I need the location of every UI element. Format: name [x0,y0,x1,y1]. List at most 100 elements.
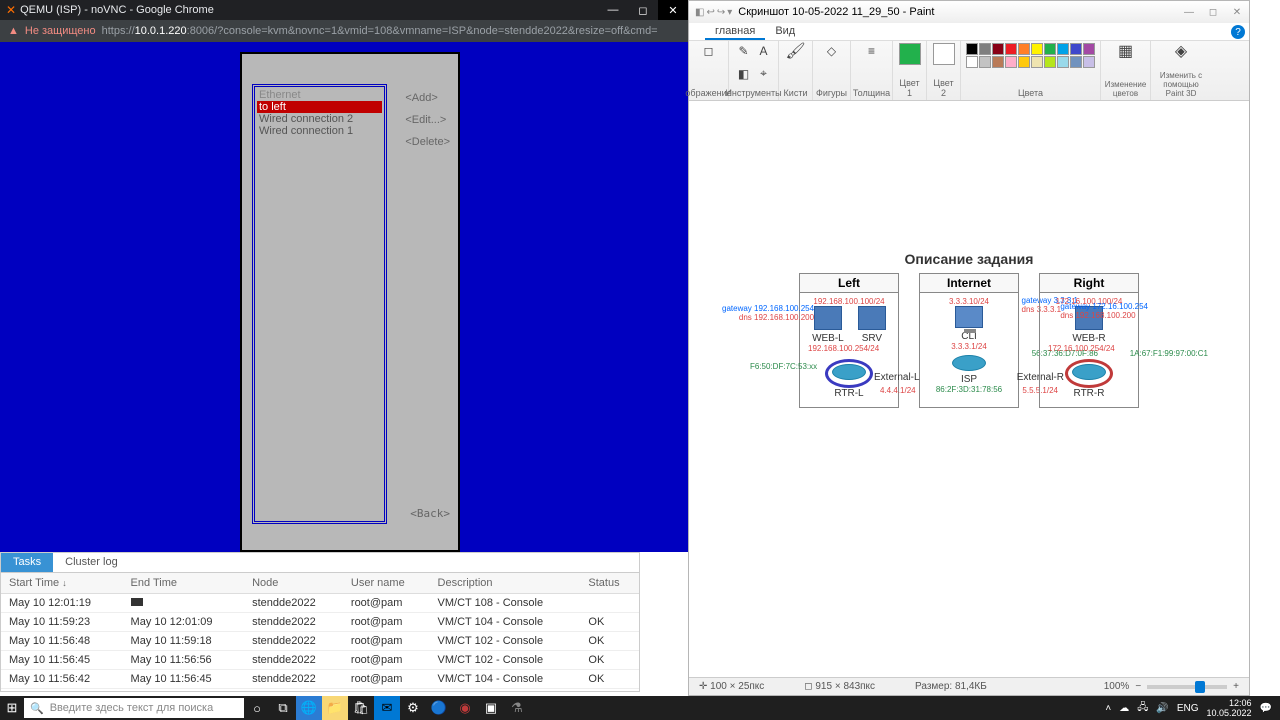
box-right: Right 172.16.100.100/24 gateway 172.16.1… [1039,273,1139,408]
warning-icon: ▲ [8,25,19,37]
select-tool[interactable]: ◻ [701,43,717,59]
palette-swatch[interactable] [979,56,991,68]
table-row[interactable]: May 10 11:56:45May 10 11:56:56stendde202… [1,651,639,670]
delete-button[interactable]: <Delete> [405,136,450,148]
paint-min-button[interactable]: — [1177,1,1201,23]
system-tray[interactable]: ˄ ☁ 🖧 🔊 ENG 12:0610.05.2022 💬 [1105,698,1280,718]
paint-title: Скриншот 10-05-2022 11_29_50 - Paint [738,6,934,18]
thickness-button[interactable]: ≡ [864,43,880,59]
paint3d-button[interactable]: ◈ [1173,43,1189,59]
mail-icon[interactable]: ✉ [374,696,400,720]
vnc-canvas[interactable]: Ethernet to left Wired connection 2 Wire… [0,42,688,552]
palette-swatch[interactable] [992,43,1004,55]
paint-close-button[interactable]: ✕ [1225,1,1249,23]
table-row[interactable]: May 10 11:59:23May 10 12:01:09stendde202… [1,613,639,632]
tray-up-icon[interactable]: ˄ [1105,703,1111,714]
list-item[interactable]: Wired connection 1 [257,125,382,137]
edge-icon[interactable]: 🌐 [296,696,322,720]
eraser-tool[interactable]: ◧ [736,66,752,82]
cortana-icon[interactable]: ○ [244,696,270,720]
edit-button[interactable]: <Edit...> [405,114,450,126]
color2-swatch[interactable] [933,43,955,65]
palette-swatch[interactable] [1057,43,1069,55]
palette-swatch[interactable] [966,56,978,68]
add-button[interactable]: <Add> [405,92,450,104]
table-row[interactable]: May 10 11:56:48May 10 11:59:18stendde202… [1,632,639,651]
table-row[interactable]: May 10 11:56:42May 10 11:56:45stendde202… [1,670,639,689]
app3-icon[interactable]: ⚗ [504,696,530,720]
zoom-out-button[interactable]: − [1135,681,1141,692]
zoom-in-button[interactable]: + [1233,681,1239,692]
edit-colors-button[interactable]: ▦ [1118,43,1134,59]
list-item-selected[interactable]: to left [257,101,382,113]
color1-swatch[interactable] [899,43,921,65]
taskbar-search[interactable]: 🔍 Введите здесь текст для поиска [24,698,244,718]
tab-cluster-log[interactable]: Cluster log [53,553,130,572]
store-icon[interactable]: 🛍 [348,696,374,720]
ribbon-tab-view[interactable]: Вид [765,23,805,40]
palette-swatch[interactable] [1018,43,1030,55]
terminal-icon[interactable]: ▣ [478,696,504,720]
paint-canvas[interactable]: Описание задания Left 192.168.100.100/24… [689,101,1249,673]
chrome-icon[interactable]: 🔵 [426,696,452,720]
help-icon[interactable]: ? [1231,25,1245,39]
palette-swatch[interactable] [1005,43,1017,55]
paint-max-button[interactable]: ◻ [1201,1,1225,23]
close-button[interactable]: ✕ [658,0,688,20]
palette-swatch[interactable] [1057,56,1069,68]
col-end[interactable]: End Time [123,573,245,594]
explorer-icon[interactable]: 📁 [322,696,348,720]
ribbon-tab-home[interactable]: главная [705,23,765,40]
start-button[interactable]: ⊞ [0,696,24,720]
address-bar[interactable]: ▲ Не защищено https://10.0.1.220:8006/?c… [0,20,688,42]
tray-lang[interactable]: ENG [1177,703,1199,714]
app2-icon[interactable]: ◉ [452,696,478,720]
tab-tasks[interactable]: Tasks [1,553,53,572]
taskbar-clock[interactable]: 12:0610.05.2022 [1207,698,1252,718]
palette-swatch[interactable] [1031,56,1043,68]
paint-titlebar[interactable]: ◧↩↪▾ Скриншот 10-05-2022 11_29_50 - Pain… [689,1,1249,23]
tray-net-icon[interactable]: 🖧 [1137,700,1148,717]
maximize-button[interactable]: ◻ [628,0,658,20]
palette-swatch[interactable] [1070,43,1082,55]
table-row[interactable]: May 10 12:01:19stendde2022root@pamVM/CT … [1,594,639,613]
col-node[interactable]: Node [244,573,343,594]
palette-swatch[interactable] [1044,56,1056,68]
shapes-button[interactable]: ◇ [824,43,840,59]
palette-swatch[interactable] [1070,56,1082,68]
tray-vol-icon[interactable]: 🔊 [1156,703,1168,714]
text-tool[interactable]: A [756,43,772,59]
palette-swatch[interactable] [1083,43,1095,55]
chrome-titlebar[interactable]: ✕ QEMU (ISP) - noVNC - Google Chrome — ◻… [0,0,688,20]
palette-swatch[interactable] [992,56,1004,68]
col-start[interactable]: Start Time ↓ [1,573,123,594]
pencil-tool[interactable]: ✎ [736,43,752,59]
tray-cloud-icon[interactable]: ☁ [1119,703,1129,714]
connection-list[interactable]: Ethernet to left Wired connection 2 Wire… [252,84,387,524]
palette-swatch[interactable] [1031,43,1043,55]
picker-tool[interactable]: ⌖ [756,66,772,82]
palette-swatch[interactable] [1044,43,1056,55]
novnc-icon: ✕ [6,3,16,17]
palette-swatch[interactable] [1018,56,1030,68]
pc-icon [955,306,983,328]
status-size: ◻ 915 × 843пкс [804,681,875,692]
palette-swatch[interactable] [966,43,978,55]
insecure-label: Не защищено [25,25,96,37]
col-desc[interactable]: Description [430,573,581,594]
minimize-button[interactable]: — [598,0,628,20]
color-palette[interactable] [966,43,1095,68]
palette-swatch[interactable] [1083,56,1095,68]
app-icon[interactable]: ⚙ [400,696,426,720]
zoom-slider[interactable] [1147,685,1227,689]
url-path: :8006/?console=kvm&novnc=1&vmid=108&vmna… [187,25,658,37]
col-status[interactable]: Status [580,573,639,594]
list-item[interactable]: Wired connection 2 [257,113,382,125]
palette-swatch[interactable] [979,43,991,55]
col-user[interactable]: User name [343,573,430,594]
back-button[interactable]: <Back> [410,507,450,520]
palette-swatch[interactable] [1005,56,1017,68]
notifications-icon[interactable]: 💬 [1260,703,1272,714]
brushes-button[interactable]: 🖌 [788,43,804,59]
taskview-icon[interactable]: ⧉ [270,696,296,720]
